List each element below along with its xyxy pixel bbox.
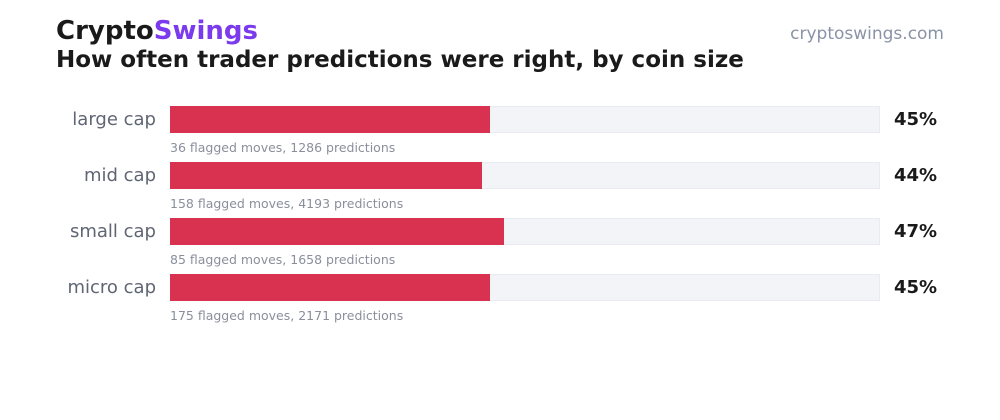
- bar-row: mid cap 44% 158 flagged moves, 4193 predic…: [0, 162, 1000, 218]
- bar-track: [170, 162, 880, 189]
- brand-logo: CryptoSwings: [56, 14, 258, 48]
- bar: [170, 274, 490, 301]
- bar-track: [170, 106, 880, 133]
- brand-name-part2: Swings: [153, 16, 259, 46]
- category-label: large cap: [72, 109, 156, 130]
- bar-note: 175 flagged moves, 2171 predictions: [170, 308, 404, 323]
- bar-track: [170, 274, 880, 301]
- category-label: micro cap: [67, 277, 156, 298]
- value-label: 44%: [894, 165, 938, 186]
- bar-note: 36 flagged moves, 1286 predictions: [170, 140, 396, 155]
- bar-note: 158 flagged moves, 4193 predictions: [170, 196, 404, 211]
- bar-row: micro cap 45% 175 flagged moves, 2171 pred…: [0, 274, 1000, 330]
- category-label: small cap: [69, 221, 156, 242]
- value-label: 45%: [894, 277, 938, 298]
- bar-row: large cap 45% 36 flagged moves, 1286 predi…: [0, 106, 1000, 162]
- value-label: 45%: [894, 109, 938, 130]
- brand-name-part1: Crypto: [56, 16, 154, 46]
- bar-chart: large cap 45% 36 flagged moves, 1286 predi…: [0, 106, 1000, 330]
- bar: [170, 162, 483, 189]
- value-label: 47%: [894, 221, 938, 242]
- chart-title: How often trader predictions were right,…: [56, 47, 744, 73]
- bar-track: [170, 218, 880, 245]
- bar-row: small cap 47% 85 flagged moves, 1658 predi…: [0, 218, 1000, 274]
- category-label: mid cap: [83, 165, 156, 186]
- bar: [170, 218, 504, 245]
- site-url: cryptoswings.com: [790, 24, 944, 44]
- bar: [170, 106, 490, 133]
- bar-note: 85 flagged moves, 1658 predictions: [170, 252, 396, 267]
